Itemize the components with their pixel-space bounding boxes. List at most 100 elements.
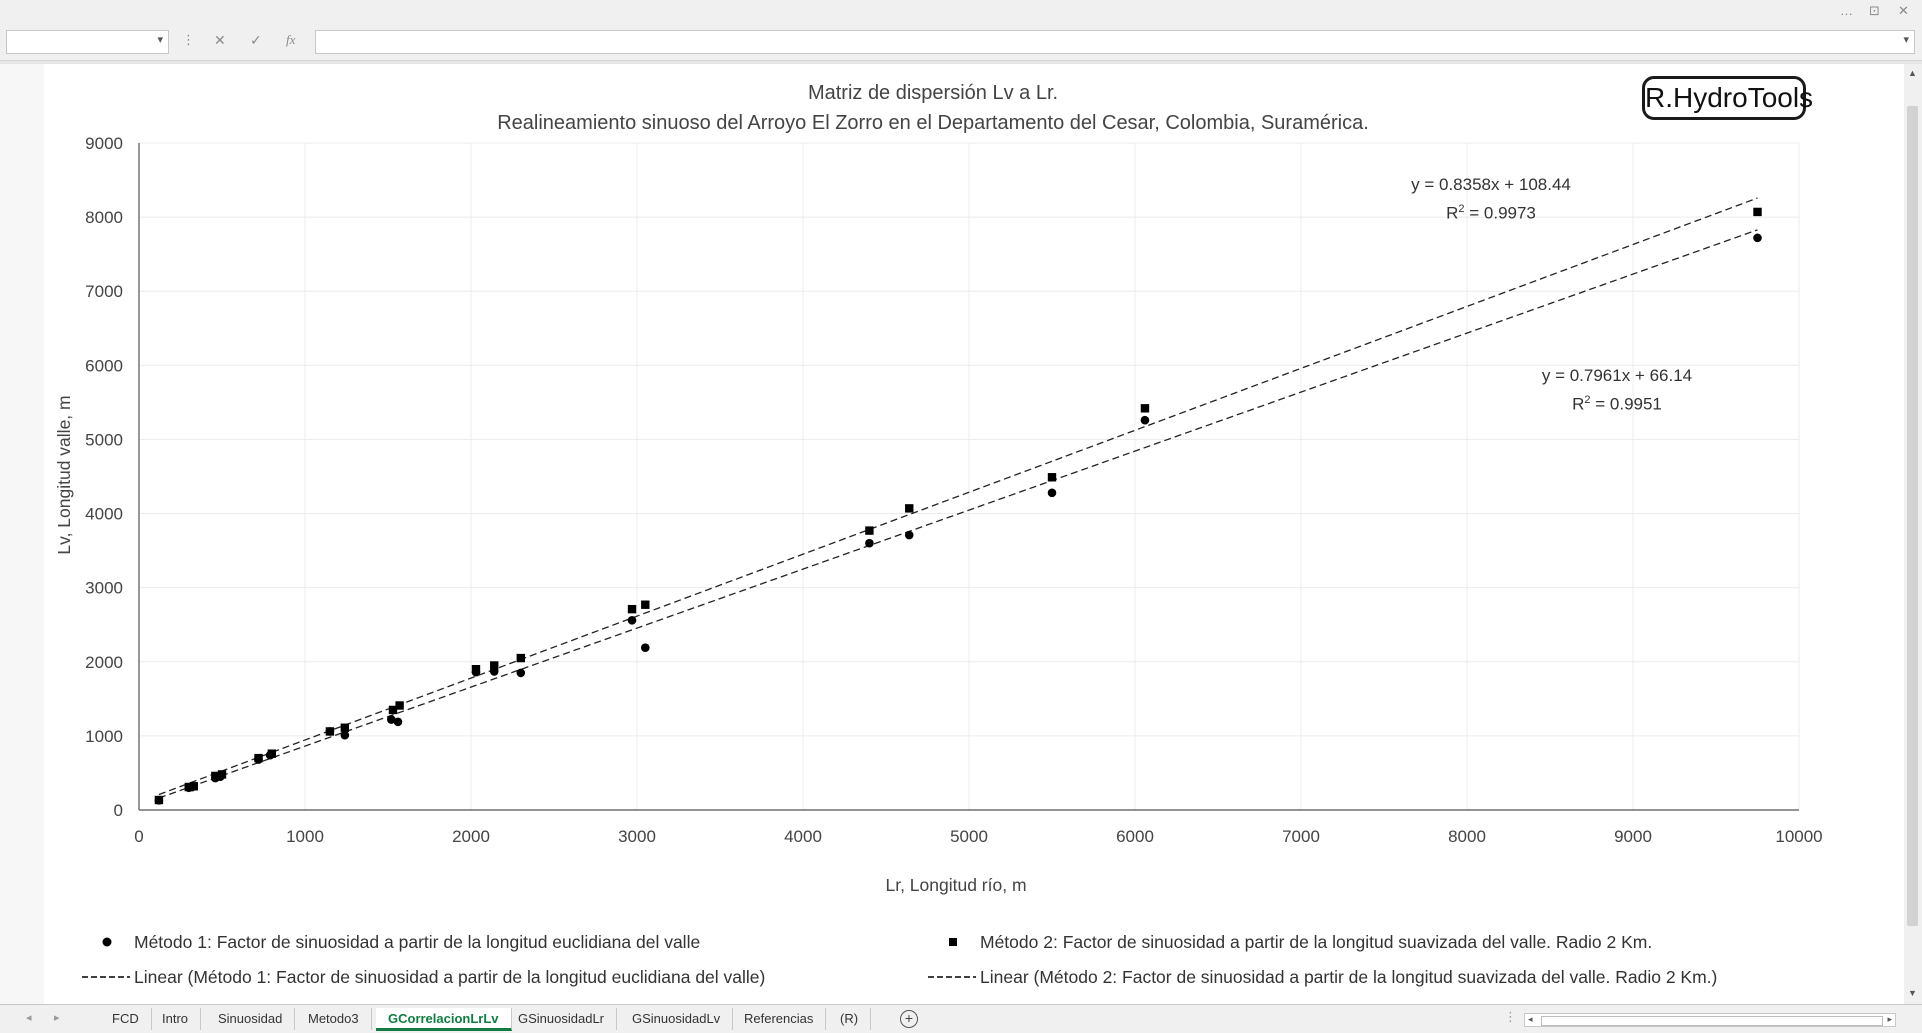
name-box[interactable]: ▾ [6, 30, 169, 54]
data-point-method-1 [641, 643, 650, 652]
sheet-left-margin [0, 64, 45, 1004]
scroll-right-icon[interactable]: ▸ [1887, 1014, 1892, 1024]
x-tick-label: 7000 [1282, 827, 1320, 846]
y-axis-label: Lv, Longitud valle, m [54, 395, 74, 554]
y-tick-label: 1000 [85, 727, 123, 746]
axes [138, 143, 1799, 811]
tab-scroll-right-icon[interactable]: ▸ [54, 1012, 60, 1024]
data-point-method-2 [1047, 473, 1057, 482]
x-tick-label: 9000 [1614, 827, 1652, 846]
formula-bar: ▾ ⋮ ✕ ✓ fx ▾ [0, 24, 1922, 61]
data-point-method-2 [865, 526, 874, 535]
legend-trend-method-2: Linear (Método 2: Factor de sinuosidad a… [928, 967, 1717, 989]
cancel-icon[interactable]: ✕ [214, 32, 226, 48]
x-tick-label: 8000 [1448, 827, 1486, 846]
formula-input[interactable]: ▾ [315, 30, 1915, 54]
scroll-left-icon[interactable]: ◂ [1528, 1014, 1533, 1024]
trendlines [158, 197, 1758, 799]
square-marker-icon [934, 933, 980, 954]
chart-svg: Matriz de dispersión Lv a Lr. Realineami… [44, 64, 1858, 1004]
data-point-method-2 [189, 782, 198, 791]
data-point-method-2 [641, 600, 650, 609]
scatter-chart[interactable]: Matriz de dispersión Lv a Lr. Realineami… [44, 64, 1858, 1004]
tab-metodo3[interactable]: Metodo3 [296, 1008, 372, 1030]
r-squared-text: R2 = 0.9951 [1572, 394, 1662, 414]
y-tick-label: 5000 [85, 430, 123, 449]
r-squared-text: R2 = 0.9973 [1446, 203, 1536, 223]
insert-function-icon[interactable]: fx [286, 32, 296, 47]
tab-referencias[interactable]: Referencias [732, 1008, 827, 1030]
scroll-up-icon[interactable]: ▲ [1908, 68, 1917, 78]
sheet-tab-bar: ◂ ▸ FCD Intro Sinuosidad Metodo3 GCorrel… [0, 1004, 1922, 1033]
data-point-method-2 [217, 770, 227, 779]
data-point-method-1 [1140, 415, 1150, 425]
dashed-line-icon [928, 968, 980, 989]
scroll-down-icon[interactable]: ▼ [1908, 988, 1917, 998]
x-tick-label: 10000 [1775, 827, 1822, 846]
scrollbar-thumb[interactable] [1541, 1016, 1883, 1026]
gridlines [139, 142, 1800, 810]
data-point-method-1 [1047, 488, 1057, 498]
dashed-line-icon [82, 968, 134, 989]
title-bar: … ⊡ ✕ [0, 0, 1922, 24]
tab-gcorrelacionlrlv[interactable]: GCorrelacionLrLv [376, 1008, 512, 1031]
legend-label: Método 2: Factor de sinuosidad a partir … [980, 932, 1653, 952]
chart-subtitle: Realineamiento sinuoso del Arroyo El Zor… [497, 112, 1369, 134]
more-options-icon[interactable]: … [1840, 3, 1853, 18]
formula-buttons: ✕ ✓ fx [202, 30, 310, 54]
tab-fcd[interactable]: FCD [100, 1008, 152, 1030]
data-point-method-2 [490, 661, 499, 670]
legend-trend-method-1: Linear (Método 1: Factor de sinuosidad a… [82, 967, 765, 989]
tab-scroll-left-icon[interactable]: ◂ [26, 1012, 32, 1024]
y-tick-label: 9000 [85, 134, 123, 153]
vertical-scrollbar[interactable]: ▲ ▼ [1904, 64, 1922, 1004]
data-point-method-2 [471, 664, 481, 674]
data-point-method-2 [388, 705, 398, 715]
data-point-method-2 [1753, 207, 1762, 217]
tab-r[interactable]: (R) [828, 1008, 872, 1030]
x-tick-label: 3000 [618, 827, 656, 846]
y-tick-label: 7000 [85, 282, 123, 301]
data-point-method-2 [516, 653, 525, 663]
data-point-method-2 [340, 723, 350, 732]
y-tick-label: 2000 [85, 653, 123, 672]
trendline-equation-method-2: y = 0.8358x + 108.44 R2 = 0.9973 [1356, 172, 1626, 226]
data-point-method-1 [387, 715, 396, 724]
chevron-down-icon[interactable]: ▾ [1903, 34, 1909, 46]
add-sheet-icon[interactable]: + [900, 1010, 918, 1028]
data-point-method-2 [184, 782, 193, 792]
legend-method-2: Método 2: Factor de sinuosidad a partir … [934, 932, 1652, 954]
data-point-method-2 [267, 749, 276, 758]
data-point-method-2 [395, 701, 404, 710]
x-tick-label: 2000 [452, 827, 490, 846]
equation-text: y = 0.8358x + 108.44 [1411, 175, 1571, 194]
equation-text: y = 0.7961x + 66.14 [1541, 366, 1693, 385]
confirm-icon[interactable]: ✓ [250, 32, 262, 48]
scrollbar-thumb[interactable] [1907, 106, 1918, 926]
data-point-method-1 [340, 730, 350, 740]
horizontal-scrollbar[interactable]: ◂ ▸ [1524, 1013, 1896, 1027]
y-tick-label: 6000 [85, 356, 123, 375]
tab-gsinuosidadlr[interactable]: GSinuosidadLr [506, 1008, 617, 1030]
close-window-icon[interactable]: ✕ [1898, 3, 1909, 18]
tab-gsinuosidadlv[interactable]: GSinuosidadLv [620, 1008, 734, 1030]
x-tick-label: 4000 [784, 827, 822, 846]
trendline-equation-method-1: y = 0.7961x + 66.14 R2 = 0.9951 [1482, 363, 1752, 417]
y-tick-label: 8000 [85, 208, 123, 227]
data-point-method-1 [516, 668, 526, 678]
data-point-method-2 [325, 727, 335, 736]
vertical-dots-icon: ⋮ [1504, 1009, 1517, 1024]
tab-intro[interactable]: Intro [150, 1008, 202, 1030]
x-axis-label: Lr, Longitud río, m [885, 875, 1026, 895]
tab-sinuosidad[interactable]: Sinuosidad [206, 1008, 296, 1030]
trendline-series-1 [158, 229, 1758, 799]
legend-label: Linear (Método 2: Factor de sinuosidad a… [980, 967, 1718, 987]
chart-background [44, 64, 1858, 1004]
x-tick-label: 5000 [950, 827, 988, 846]
data-point-method-2 [1140, 404, 1150, 413]
data-point-method-2 [211, 771, 220, 781]
y-tick-label: 4000 [85, 505, 123, 524]
data-point-method-1 [627, 615, 637, 625]
chevron-down-icon[interactable]: ▾ [157, 34, 163, 46]
restore-window-icon[interactable]: ⊡ [1869, 3, 1880, 18]
